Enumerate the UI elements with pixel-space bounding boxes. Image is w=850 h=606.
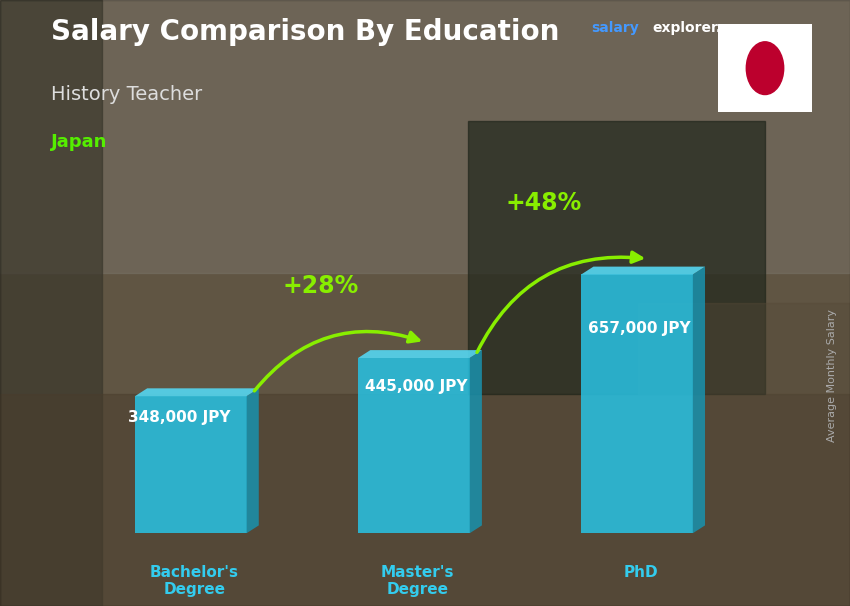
FancyArrowPatch shape [477, 252, 642, 352]
Text: +48%: +48% [506, 191, 582, 215]
Polygon shape [469, 350, 482, 533]
Polygon shape [581, 267, 705, 275]
Circle shape [746, 42, 784, 95]
Text: PhD: PhD [623, 565, 658, 580]
Bar [0, 394, 850, 606]
FancyArrowPatch shape [254, 331, 419, 391]
Polygon shape [135, 396, 246, 533]
Polygon shape [358, 350, 482, 358]
Text: salary: salary [591, 21, 638, 35]
Text: 657,000 JPY: 657,000 JPY [588, 321, 690, 336]
Text: 348,000 JPY: 348,000 JPY [128, 410, 230, 425]
Polygon shape [358, 358, 469, 533]
Text: explorer.com: explorer.com [653, 21, 754, 35]
Text: Japan: Japan [51, 133, 107, 152]
Bar [638, 303, 850, 606]
Bar [0, 0, 850, 273]
Polygon shape [246, 388, 258, 533]
Text: 445,000 JPY: 445,000 JPY [365, 379, 468, 394]
Text: +28%: +28% [283, 274, 359, 298]
Polygon shape [581, 275, 693, 533]
Text: Salary Comparison By Education: Salary Comparison By Education [51, 18, 559, 46]
Text: Average Monthly Salary: Average Monthly Salary [827, 309, 837, 442]
Polygon shape [135, 388, 258, 396]
Polygon shape [693, 267, 705, 533]
Text: Master's
Degree: Master's Degree [381, 565, 454, 597]
Text: Bachelor's
Degree: Bachelor's Degree [150, 565, 239, 597]
Text: History Teacher: History Teacher [51, 85, 202, 104]
Bar [0, 0, 102, 606]
Bar [468, 121, 765, 394]
